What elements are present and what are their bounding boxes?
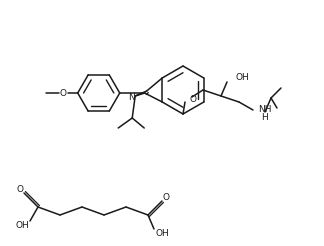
Text: H: H [261,113,268,123]
Text: O: O [189,94,196,104]
Text: NH: NH [258,105,272,113]
Text: O: O [17,184,24,194]
Text: OH: OH [15,221,29,231]
Text: O: O [59,89,66,97]
Text: OH: OH [235,74,249,82]
Text: OH: OH [155,230,169,239]
Text: O: O [163,193,169,201]
Text: N: N [128,92,135,102]
